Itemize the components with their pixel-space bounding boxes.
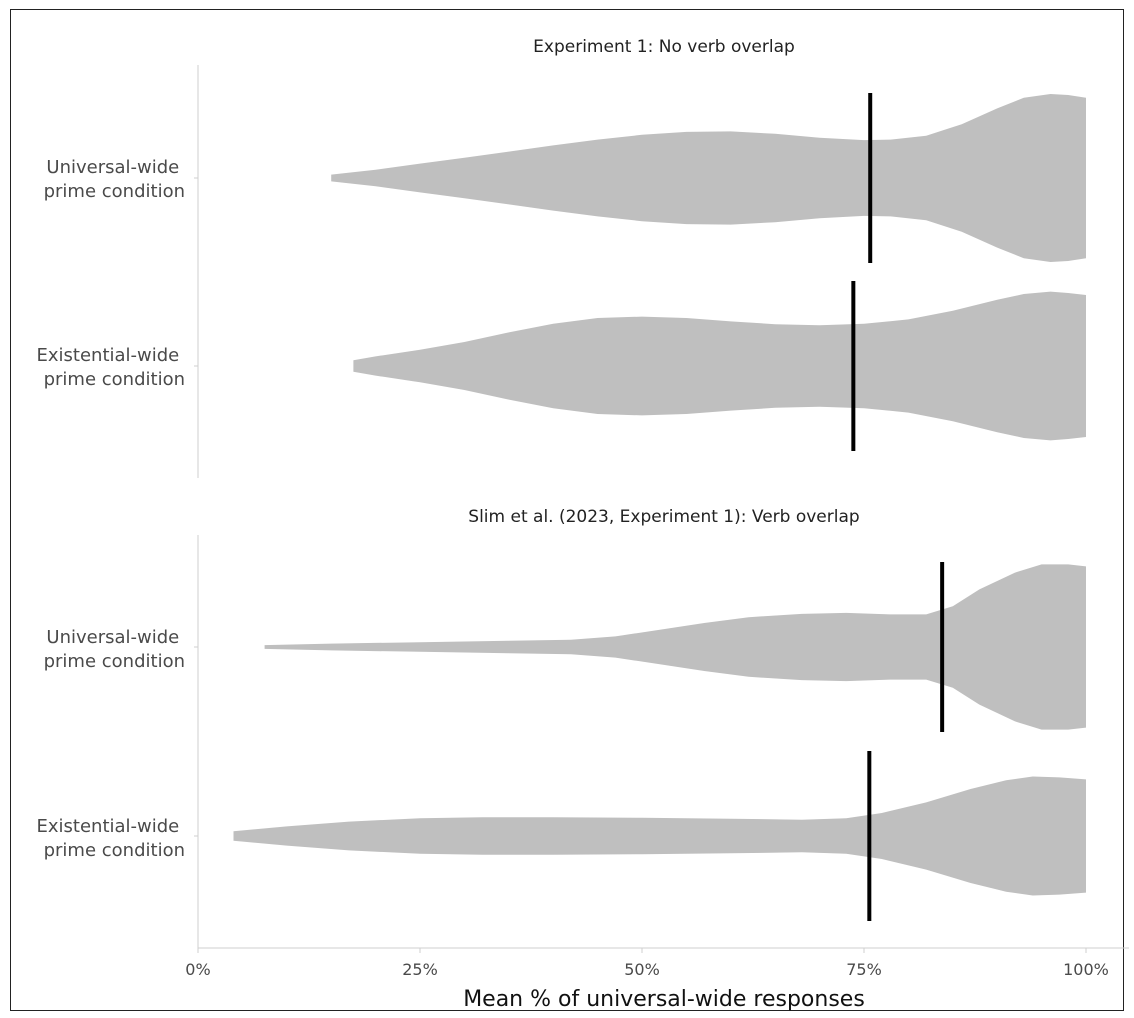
y-tick-label: Universal-wide prime condition	[44, 157, 185, 202]
x-tick-label: 75%	[846, 960, 882, 979]
x-tick-label: 100%	[1063, 960, 1109, 979]
figure-frame	[10, 9, 1124, 1011]
y-tick-label: Existential-wide prime condition	[37, 816, 186, 861]
violin-existential-wide-slim	[233, 776, 1086, 896]
x-tick-label: 0%	[185, 960, 210, 979]
panel-title: Experiment 1: No verb overlap	[533, 37, 795, 57]
x-tick-label: 50%	[624, 960, 660, 979]
x-ticks: 0% 25% 50% 75% 100%	[185, 948, 1109, 979]
x-tick-label: 25%	[402, 960, 438, 979]
violin-universal-wide-exp1	[331, 94, 1086, 262]
panel-title: Slim et al. (2023, Experiment 1): Verb o…	[468, 507, 859, 527]
x-axis-label: Mean % of universal-wide responses	[463, 987, 865, 1012]
y-tick-label: Existential-wide prime condition	[37, 345, 186, 390]
violin-universal-wide-slim	[264, 564, 1087, 730]
y-tick-label: Universal-wide prime condition	[44, 627, 185, 672]
violin-existential-wide-exp1	[353, 291, 1086, 441]
